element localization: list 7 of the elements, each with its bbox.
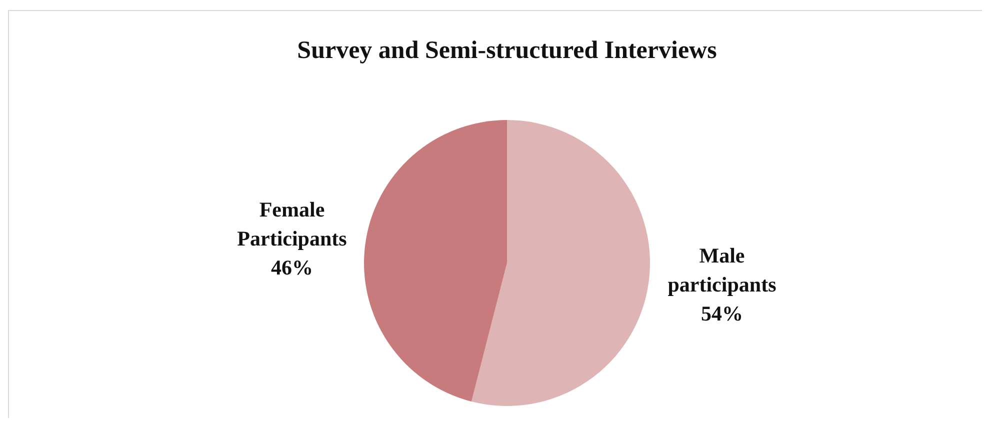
slice-label: Female Participants	[237, 198, 347, 251]
pie-slice	[471, 120, 650, 406]
data-label: 46%	[271, 256, 313, 280]
slice-label: Male participants	[668, 243, 776, 296]
chart-title: Survey and Semi-structured Interviews	[297, 37, 718, 64]
data-label: 54%	[701, 301, 743, 326]
pie-slice	[364, 120, 507, 402]
